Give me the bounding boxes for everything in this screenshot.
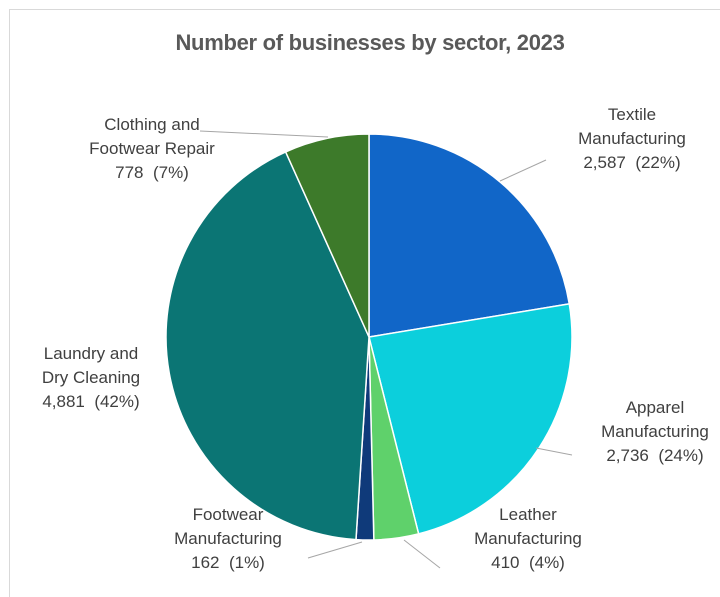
leader-line bbox=[535, 447, 573, 456]
data-label: Leather Manufacturing 410 (4%) bbox=[474, 505, 582, 572]
leader-line bbox=[403, 539, 441, 569]
data-label: Laundry and Dry Cleaning 4,881 (42%) bbox=[42, 344, 140, 411]
data-label-value: 2,736 (24%) bbox=[606, 446, 703, 465]
data-label-value: 2,587 (22%) bbox=[583, 153, 680, 172]
data-label-category: Laundry and bbox=[44, 344, 139, 363]
pie-slice bbox=[368, 133, 571, 338]
data-label-category: Textile bbox=[608, 105, 656, 124]
data-label-value: 4,881 (42%) bbox=[42, 392, 139, 411]
data-label-category: Apparel bbox=[626, 398, 685, 417]
data-label: Textile Manufacturing 2,587 (22%) bbox=[578, 105, 686, 172]
pie-slice bbox=[284, 133, 370, 338]
pie-slice bbox=[165, 150, 370, 541]
data-label-value: 410 (4%) bbox=[491, 553, 565, 572]
data-label-value: 162 (1%) bbox=[191, 553, 265, 572]
data-label: Apparel Manufacturing 2,736 (24%) bbox=[601, 398, 709, 465]
data-label-category: Footwear Repair bbox=[89, 139, 215, 158]
data-label-category: Clothing and bbox=[104, 115, 199, 134]
data-label-value: 778 (7%) bbox=[115, 163, 189, 182]
leader-line bbox=[307, 541, 363, 559]
data-label-category: Manufacturing bbox=[474, 529, 582, 548]
chart-title: Number of businesses by sector, 2023 bbox=[175, 30, 565, 55]
data-labels: Textile Manufacturing 2,587 (22%) Apparel Ma… bbox=[42, 105, 709, 572]
data-label-category: Manufacturing bbox=[578, 129, 686, 148]
leader-line bbox=[199, 130, 329, 138]
data-label-category: Footwear bbox=[193, 505, 264, 524]
data-label-category: Dry Cleaning bbox=[42, 368, 140, 387]
leader-lines bbox=[199, 130, 573, 569]
data-label-category: Manufacturing bbox=[601, 422, 709, 441]
data-label: Clothing and Footwear Repair 778 (7%) bbox=[89, 115, 215, 182]
pie-slices bbox=[165, 133, 573, 541]
chart-border-left bbox=[9, 9, 10, 597]
leader-line bbox=[499, 159, 547, 182]
data-label-category: Manufacturing bbox=[174, 529, 282, 548]
chart-border-top bbox=[9, 9, 720, 10]
data-label: Footwear Manufacturing 162 (1%) bbox=[174, 505, 282, 572]
data-label-category: Leather bbox=[499, 505, 557, 524]
